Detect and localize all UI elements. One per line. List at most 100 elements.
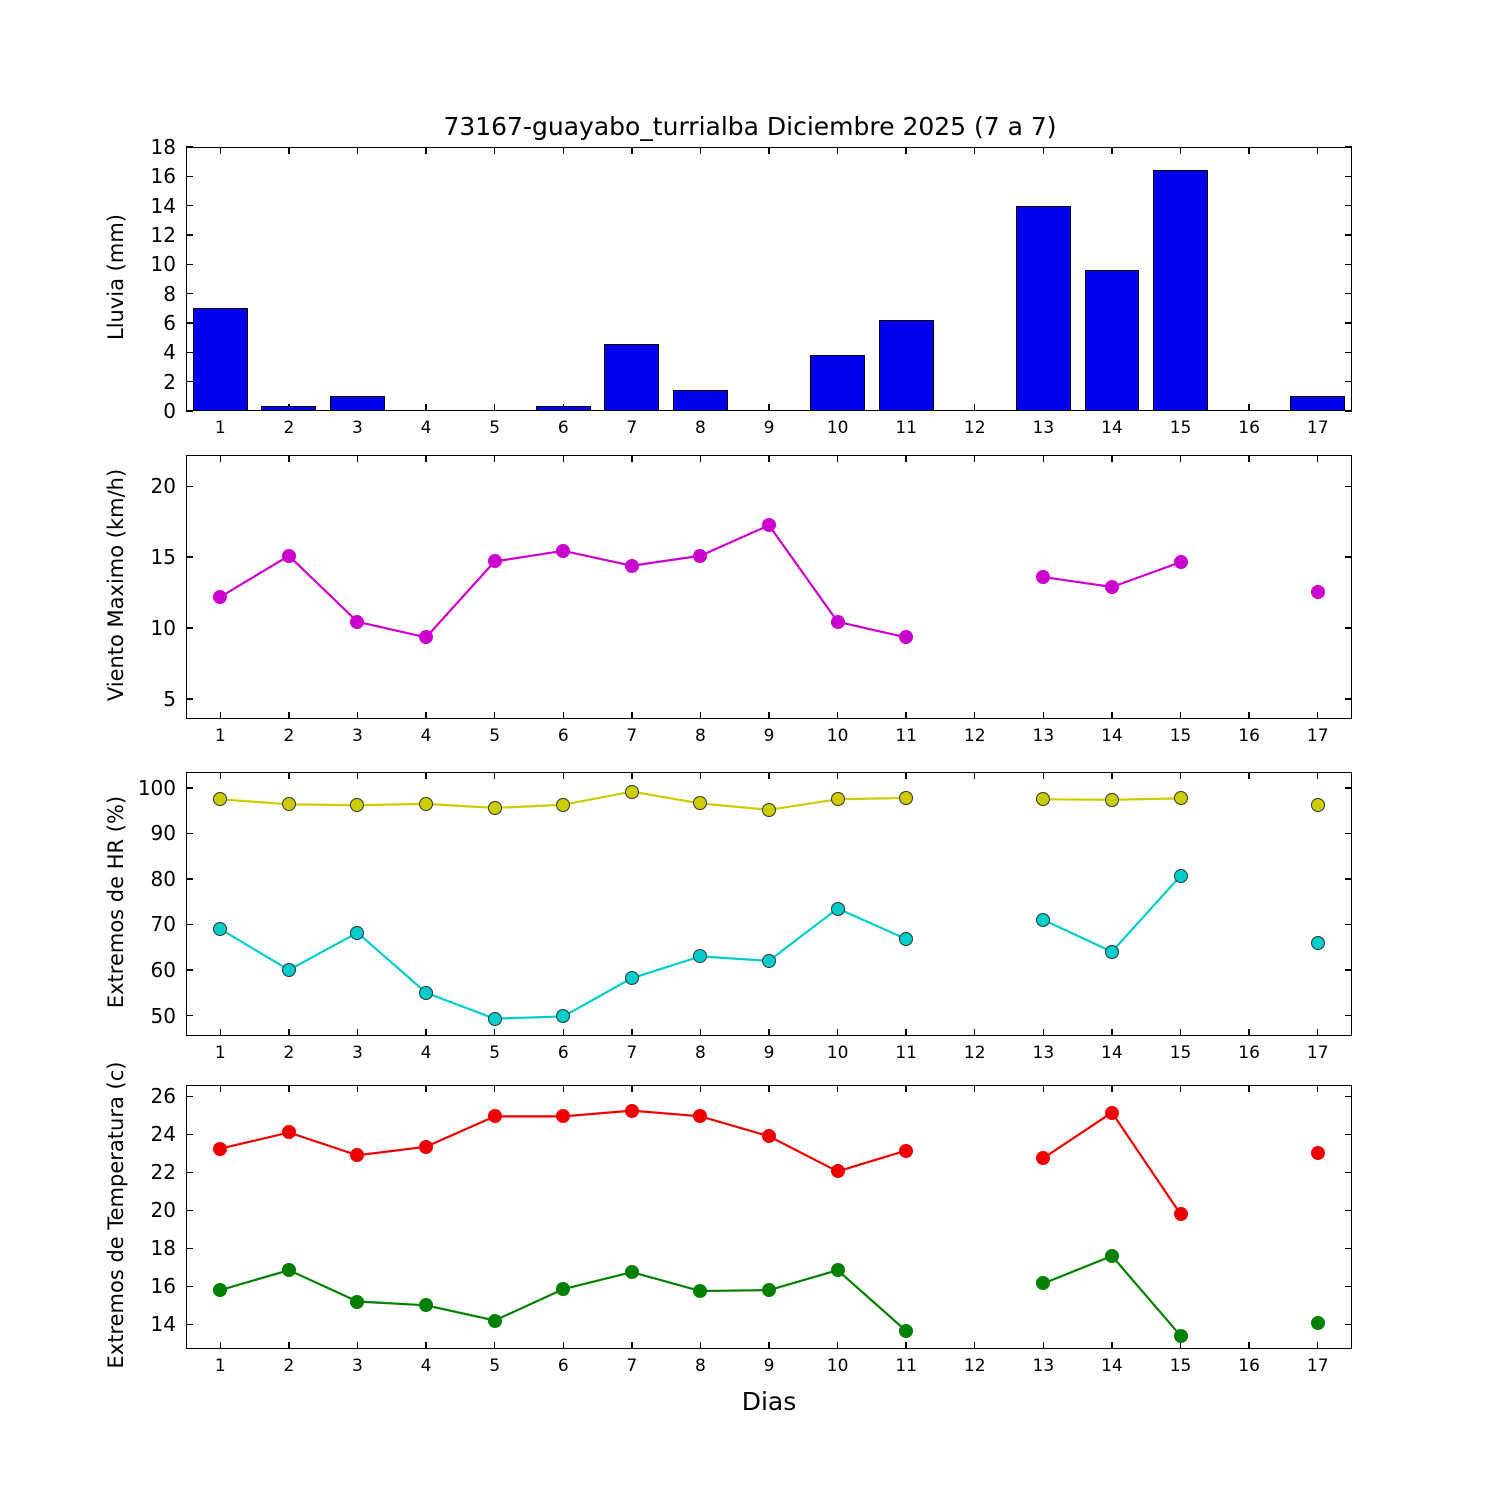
- data-point: [281, 1263, 296, 1278]
- x-tick-mark: [905, 772, 907, 779]
- x-tick-mark: [836, 147, 839, 154]
- data-point: [1310, 797, 1325, 812]
- x-tick-label: 8: [694, 1356, 706, 1376]
- bar: [604, 343, 660, 411]
- data-point: [350, 798, 365, 813]
- x-tick-mark: [219, 455, 221, 462]
- x-tick-mark: [1111, 455, 1113, 462]
- series-lines: [219, 523, 1181, 639]
- panel-humedad: 50 60 70 80 90 100 Extremos de HR (%) 1 2 3 4 5 6 7 8 9…: [104, 772, 1352, 1063]
- y-tick-mark: [1345, 351, 1352, 354]
- x-tick-mark: [288, 455, 290, 462]
- x-tick-label: 8: [694, 1043, 706, 1063]
- x-tick-mark: [699, 1342, 702, 1349]
- data-point: [1036, 912, 1051, 927]
- x-tick-mark: [1042, 772, 1045, 779]
- x-tick-label: 12: [963, 726, 986, 746]
- data-point: [899, 1323, 914, 1338]
- y-tick-mark: [186, 1285, 193, 1287]
- x-tick-label: 1: [214, 726, 226, 746]
- y-axis-label: Extremos de Temperatura (c): [104, 1061, 128, 1369]
- x-tick-mark: [1248, 772, 1250, 779]
- y-tick-mark: [1345, 1171, 1352, 1174]
- page-title: 73167-guayabo_turrialba Diciembre 2025 (…: [443, 112, 1057, 141]
- y-tick-mark: [186, 627, 193, 629]
- series-line: [219, 1268, 907, 1332]
- x-tick-label: 16: [1238, 1356, 1260, 1376]
- x-tick-mark: [562, 712, 564, 719]
- data-point: [1173, 791, 1188, 806]
- y-tick-mark: [1345, 832, 1352, 835]
- x-tick-label: 1: [214, 1356, 226, 1376]
- y-tick-mark: [186, 485, 193, 487]
- y-tick-label: 60: [150, 958, 176, 982]
- plot-inner-viento: 5 10 15 20 Viento Maximo (km/h) 1 2 3 4 5 6 7 8 9 10 11…: [104, 455, 1352, 746]
- x-tick-mark: [219, 1085, 221, 1092]
- x-tick-mark: [974, 712, 976, 719]
- x-tick-mark: [425, 455, 427, 462]
- x-tick-mark: [1042, 1342, 1045, 1349]
- x-tick-label: 11: [895, 1356, 917, 1376]
- x-tick-label: 5: [489, 1043, 501, 1063]
- x-tick-label: 1: [214, 1043, 226, 1063]
- x-tick-mark: [974, 772, 976, 779]
- x-tick-label: 5: [489, 1356, 501, 1376]
- x-tick-label: 14: [1101, 1043, 1123, 1063]
- y-tick-mark: [186, 1247, 193, 1250]
- data-point: [350, 1148, 365, 1163]
- data-point: [419, 985, 434, 1000]
- x-tick-mark: [425, 147, 427, 154]
- x-tick-label: 10: [826, 726, 849, 746]
- data-point: [281, 548, 296, 563]
- x-tick-mark: [493, 1029, 496, 1036]
- data-point: [1104, 580, 1119, 594]
- x-tick-mark: [974, 455, 976, 462]
- bar: [192, 308, 248, 411]
- y-tick-label: 20: [150, 474, 176, 499]
- x-tick-mark: [1042, 1085, 1045, 1092]
- data-point: [487, 1011, 502, 1026]
- x-tick-mark: [768, 1029, 770, 1036]
- x-tick-label: 2: [283, 1356, 295, 1376]
- y-tick-label: 6: [163, 311, 176, 335]
- x-tick-label: 4: [420, 726, 432, 746]
- x-tick-mark: [219, 712, 221, 719]
- data-point: [1310, 1146, 1325, 1161]
- y-tick-mark: [186, 1133, 193, 1136]
- x-tick-mark: [425, 1085, 427, 1092]
- x-tick-mark: [1042, 712, 1045, 719]
- y-tick-mark: [1345, 627, 1352, 629]
- y-tick-mark: [1345, 969, 1352, 971]
- x-tick-mark: [768, 404, 770, 411]
- panel-temperatura: 14 16 18 20 22 24 26 Extremos de Temperatura (c…: [104, 1062, 1352, 1416]
- x-tick-mark: [1248, 712, 1250, 719]
- x-tick-label: 3: [352, 726, 363, 746]
- x-tick-mark: [631, 712, 633, 719]
- y-tick-label: 80: [150, 866, 176, 891]
- x-tick-mark: [836, 1342, 839, 1349]
- x-tick-mark: [768, 772, 770, 779]
- x-tick-mark: [288, 1029, 290, 1036]
- x-tick-mark: [768, 1085, 770, 1092]
- y-tick-label: 90: [150, 821, 176, 846]
- x-tick-label: 14: [1101, 418, 1123, 438]
- x-tick-mark: [562, 772, 564, 779]
- bar: [535, 405, 591, 411]
- x-tick-mark: [1317, 455, 1319, 462]
- data-point: [1173, 868, 1188, 883]
- x-tick-label: 16: [1238, 726, 1260, 746]
- data-point: [1173, 1328, 1188, 1343]
- x-tick-mark: [974, 1342, 976, 1349]
- data-point: [213, 1141, 228, 1156]
- data-point: [281, 963, 296, 977]
- x-tick-mark: [1042, 455, 1045, 462]
- x-tick-mark: [356, 712, 359, 719]
- x-tick-mark: [219, 772, 221, 779]
- data-point: [899, 630, 914, 645]
- x-axis-label: Dias: [741, 1387, 797, 1416]
- data-point: [213, 922, 228, 937]
- x-tick-mark: [1179, 455, 1182, 462]
- y-tick-mark: [1345, 1323, 1352, 1325]
- x-tick-mark: [288, 147, 290, 154]
- x-tick-label: 7: [626, 1043, 638, 1063]
